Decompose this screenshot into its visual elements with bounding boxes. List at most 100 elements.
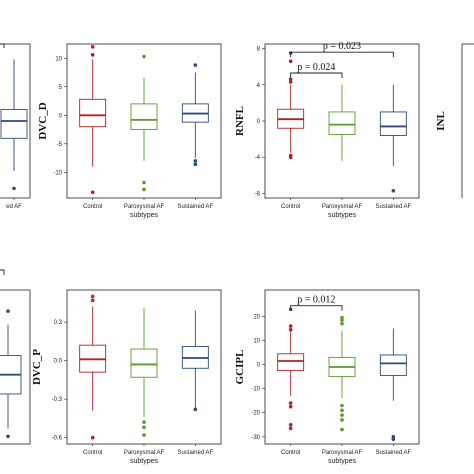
panel-left-bottom-partial [0, 289, 31, 445]
outlier-point [142, 180, 146, 185]
box-iqr [277, 353, 305, 372]
y-axis-label: RNFL [234, 106, 246, 136]
x-axis-title: subtypes [130, 458, 159, 465]
x-tick-label: Paroxysmal AF [124, 204, 165, 210]
y-tick-label: 10 [253, 339, 260, 345]
p-value-label: p = 0.023 [323, 41, 361, 52]
outlier-point [12, 186, 16, 191]
outlier-point [288, 59, 293, 64]
y-tick-label: 0 [257, 363, 261, 369]
outlier-point [340, 408, 344, 413]
y-tick-label: 8 [257, 47, 261, 53]
outlier-point [288, 80, 293, 84]
box-iqr [379, 111, 407, 136]
bracket-line [290, 305, 343, 311]
outlier-point [90, 45, 95, 49]
x-tick-label: Paroxysmal AF [322, 204, 363, 210]
x-tick-label: Sustained AF [375, 450, 411, 456]
box-Control [277, 51, 305, 160]
bracket-line [290, 51, 394, 58]
significance-bracket: p = 0.012 [290, 295, 343, 311]
box-iqr [130, 348, 158, 378]
outlier-point [142, 433, 146, 437]
y-tick-label: 0 [257, 119, 261, 125]
y-tick-label: 0 [59, 113, 63, 119]
p-value-label: p = 0.024 [297, 62, 335, 73]
box-iqr [379, 354, 407, 376]
y-tick-label: -20 [251, 411, 260, 417]
outlier-point [90, 53, 95, 57]
box-iqr [79, 98, 107, 128]
panel-INL-partial: INL [435, 43, 474, 198]
panel-left-top-partial: ed AF [0, 43, 31, 210]
outlier-point [90, 435, 95, 440]
axis-frame [0, 43, 31, 199]
outlier-point [193, 159, 198, 163]
outlier-point [90, 294, 95, 299]
x-tick-label: ed AF [6, 204, 22, 210]
outlier-point [340, 321, 344, 326]
outlier-point [391, 188, 396, 193]
outlier-point [288, 327, 293, 332]
box-iqr [328, 111, 356, 136]
significance-bracket: p = 0.023 [290, 41, 394, 58]
box-Control [277, 307, 305, 431]
bracket-stub [0, 269, 5, 275]
y-axis-label: GCIPL [234, 350, 246, 385]
box-Paroxysmal AF [130, 54, 158, 192]
box-iqr [0, 108, 28, 139]
outlier-point [288, 401, 293, 405]
panel-DVC_P: 0.3 0.0 -0.3 -0.6 DVC_P Control Paroxysmal AF S… [31, 289, 222, 465]
box-Paroxysmal AF [328, 315, 356, 432]
box-Sustained AF [181, 310, 209, 412]
x-axis-title: subtypes [328, 458, 357, 465]
x-axis-title: subtypes [328, 212, 357, 219]
outlier-point [90, 298, 95, 303]
outlier-point [142, 54, 146, 59]
box-Sustained AF [181, 63, 209, 167]
axis-frame [0, 289, 31, 445]
outlier-point [142, 187, 146, 192]
outlier-point [142, 425, 146, 430]
outlier-point [288, 77, 293, 82]
outlier-point [193, 162, 198, 167]
outlier-point [142, 420, 146, 424]
significance-bracket: p = 0.024 [290, 62, 343, 78]
y-tick-label: 0.0 [54, 359, 63, 365]
outlier-point [288, 324, 293, 328]
y-tick-label: -8 [255, 191, 261, 197]
x-tick-label: Control [281, 204, 300, 210]
outlier-point [391, 437, 396, 441]
box-iqr [130, 103, 158, 131]
outlier-point [6, 309, 10, 313]
x-tick-label: Sustained AF [177, 450, 213, 456]
outlier-point [288, 426, 293, 431]
y-axis-label: INL [435, 111, 447, 131]
box-Sustained AF [379, 84, 407, 193]
y-tick-label: 0.3 [54, 320, 63, 326]
outlier-point [340, 403, 344, 408]
outlier-point [288, 155, 293, 160]
outlier-point [340, 413, 344, 417]
box-Sustained AF [0, 59, 28, 191]
y-tick-label: -10 [251, 387, 260, 393]
y-axis-label: DVC_D [37, 102, 49, 139]
panel-GCIPL: 20 10 0 -10 -20 -30 GCIPL Control Paroxysmal AF S… [234, 289, 420, 465]
y-tick-label: -30 [251, 435, 260, 441]
y-tick-label: 10 [55, 56, 62, 62]
box-Control [79, 45, 107, 195]
box-Control [79, 294, 107, 440]
outlier-point [193, 63, 198, 67]
x-tick-label: Paroxysmal AF [322, 450, 363, 456]
y-tick-label: 4 [257, 83, 261, 89]
box-Sustained AF [0, 309, 22, 439]
x-tick-label: Sustained AF [177, 204, 213, 210]
x-tick-label: Control [281, 450, 300, 456]
bracket-line [290, 72, 343, 78]
panel-RNFL: 8 4 0 -4 -8 RNFL Control Paroxysmal AF Sustained… [234, 41, 420, 219]
y-tick-label: -0.3 [52, 397, 63, 403]
bracket-stub [0, 43, 5, 48]
y-tick-label: 20 [253, 314, 260, 320]
x-tick-label: Paroxysmal AF [124, 450, 165, 456]
